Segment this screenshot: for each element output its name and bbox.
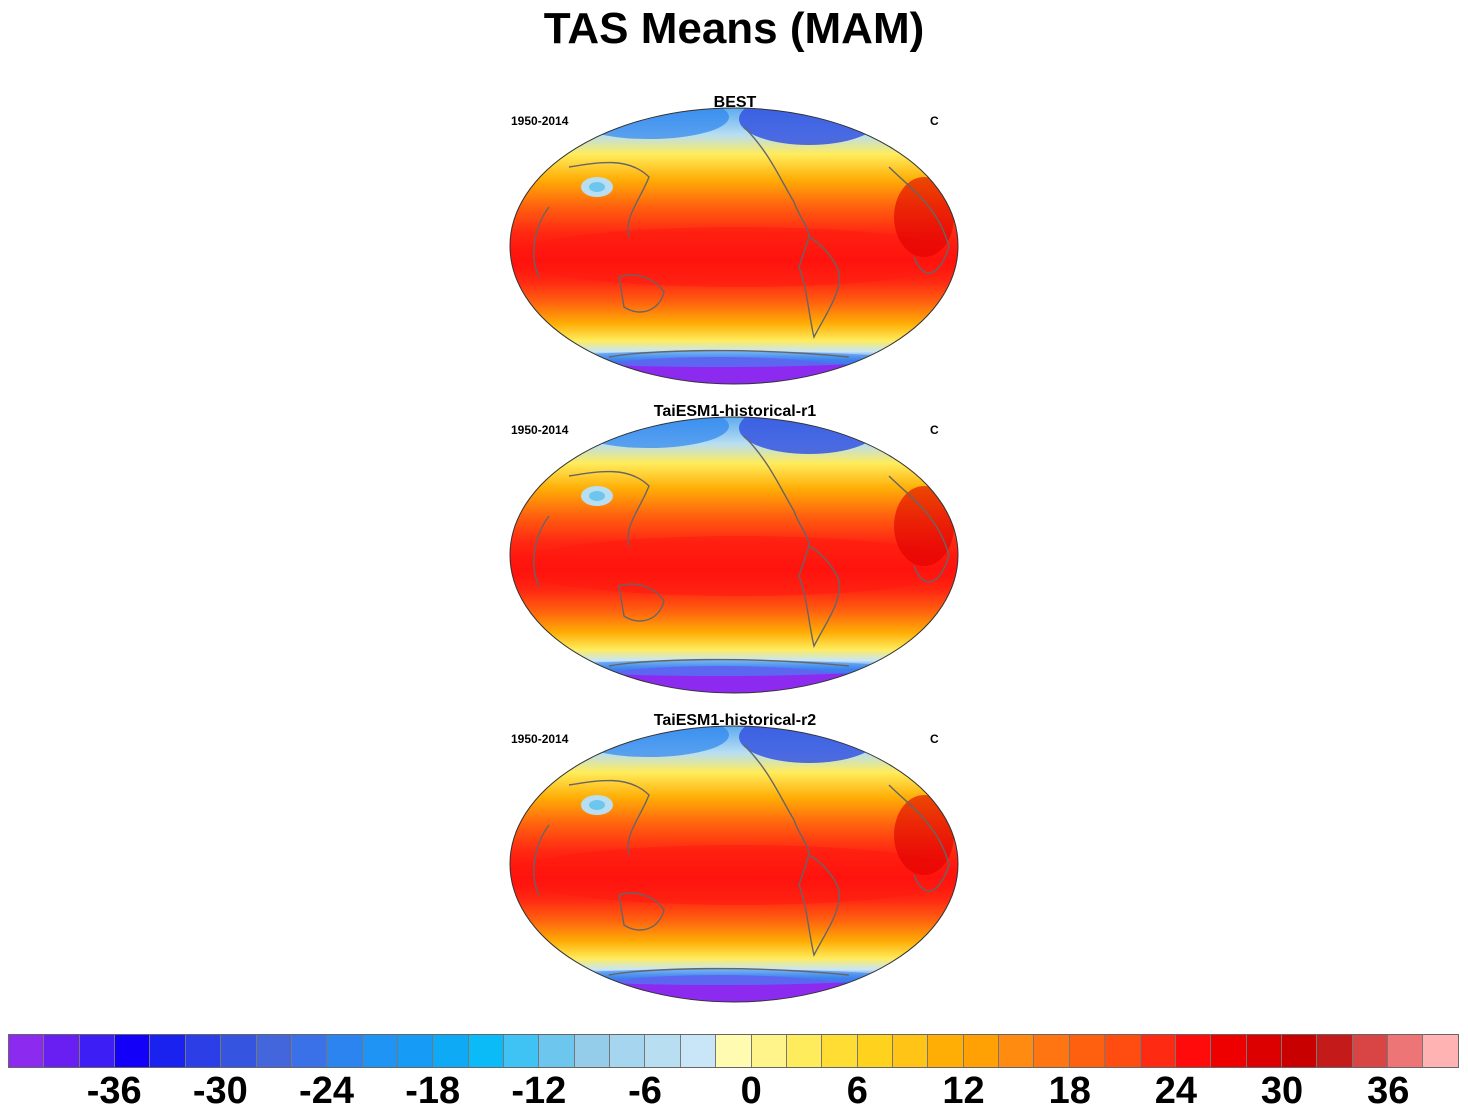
panel-title: TaiESM1-historical-r1: [653, 403, 817, 420]
colorbar: [8, 1034, 1459, 1068]
colorbar-swatch: [645, 1035, 681, 1067]
colorbar-swatch: [822, 1035, 858, 1067]
robinson-map: [509, 107, 959, 385]
colorbar-swatch: [504, 1035, 540, 1067]
colorbar-swatch: [1246, 1035, 1282, 1067]
colorbar-swatch: [185, 1035, 222, 1067]
map-panel-best: BEST 1950-2014 C: [500, 94, 970, 394]
units-label: C: [930, 114, 939, 128]
colorbar-swatch: [1281, 1035, 1318, 1067]
robinson-map: [509, 416, 959, 694]
colorbar-tick-label: 24: [1154, 1070, 1198, 1112]
colorbar-swatch: [1175, 1035, 1212, 1067]
map-border: [509, 107, 959, 385]
colorbar-swatch: [1317, 1035, 1353, 1067]
period-label: 1950-2014: [511, 114, 569, 128]
temperature-field: [510, 417, 958, 693]
colorbar-swatch: [433, 1035, 469, 1067]
colorbar-tick-label: 30: [1260, 1070, 1304, 1112]
temperature-field: [510, 108, 958, 384]
map-panel-r1: TaiESM1-historical-r1 1950-2014 C: [500, 403, 970, 703]
colorbar-tick-label: 12: [942, 1070, 985, 1112]
period-label: 1950-2014: [511, 423, 569, 437]
colorbar-swatch: [680, 1035, 717, 1067]
colorbar-swatch: [115, 1035, 151, 1067]
map-border: [509, 416, 959, 694]
colorbar-swatch: [291, 1035, 328, 1067]
colorbar-swatch: [44, 1035, 80, 1067]
temperature-field: [510, 726, 958, 1002]
colorbar-swatch: [468, 1035, 505, 1067]
map-panel-r2: TaiESM1-historical-r2 1950-2014 C: [500, 712, 970, 1012]
map-border: [509, 725, 959, 1003]
colorbar-swatch: [1034, 1035, 1070, 1067]
colorbar-swatch: [539, 1035, 575, 1067]
colorbar-swatch: [574, 1035, 611, 1067]
colorbar-tick-label: -12: [511, 1070, 567, 1112]
colorbar-swatch: [892, 1035, 929, 1067]
colorbar-swatch: [221, 1035, 257, 1067]
colorbar-swatch: [928, 1035, 964, 1067]
colorbar-swatch: [79, 1035, 116, 1067]
figure-title: TAS Means (MAM): [543, 4, 925, 53]
colorbar-swatch: [397, 1035, 434, 1067]
panel-title: BEST: [713, 94, 757, 111]
period-label: 1950-2014: [511, 732, 569, 746]
colorbar-swatch: [362, 1035, 398, 1067]
colorbar-swatch: [256, 1035, 292, 1067]
colorbar-swatch: [963, 1035, 1000, 1067]
colorbar-swatch: [9, 1035, 45, 1067]
colorbar-swatch: [1069, 1035, 1106, 1067]
colorbar-swatch: [610, 1035, 646, 1067]
robinson-map: [509, 725, 959, 1003]
colorbar-swatch: [716, 1035, 752, 1067]
colorbar-swatch: [1105, 1035, 1141, 1067]
colorbar-swatch: [857, 1035, 893, 1067]
units-label: C: [930, 732, 939, 746]
colorbar-swatch: [1352, 1035, 1389, 1067]
colorbar-swatch: [786, 1035, 823, 1067]
colorbar-swatch: [1388, 1035, 1424, 1067]
colorbar-swatch: [327, 1035, 363, 1067]
units-label: C: [930, 423, 939, 437]
colorbar-tick-label: -6: [628, 1070, 662, 1112]
colorbar-tick-label: -36: [86, 1070, 142, 1112]
colorbar-swatch: [150, 1035, 186, 1067]
colorbar-swatch: [1423, 1035, 1458, 1067]
colorbar-swatch: [1140, 1035, 1176, 1067]
colorbar-tick-label: -30: [192, 1070, 248, 1112]
colorbar-swatch: [1211, 1035, 1247, 1067]
colorbar-tick-label: -24: [299, 1070, 354, 1112]
colorbar-swatch: [751, 1035, 787, 1067]
colorbar-tick-label: 0: [740, 1070, 762, 1112]
colorbar-swatch: [999, 1035, 1035, 1067]
colorbar-tick-label: 36: [1367, 1070, 1410, 1112]
panel-title: TaiESM1-historical-r2: [653, 712, 817, 729]
colorbar-tick-label: 6: [846, 1070, 868, 1112]
colorbar-tick-label: 18: [1048, 1070, 1091, 1112]
colorbar-tick-label: -18: [405, 1070, 461, 1112]
